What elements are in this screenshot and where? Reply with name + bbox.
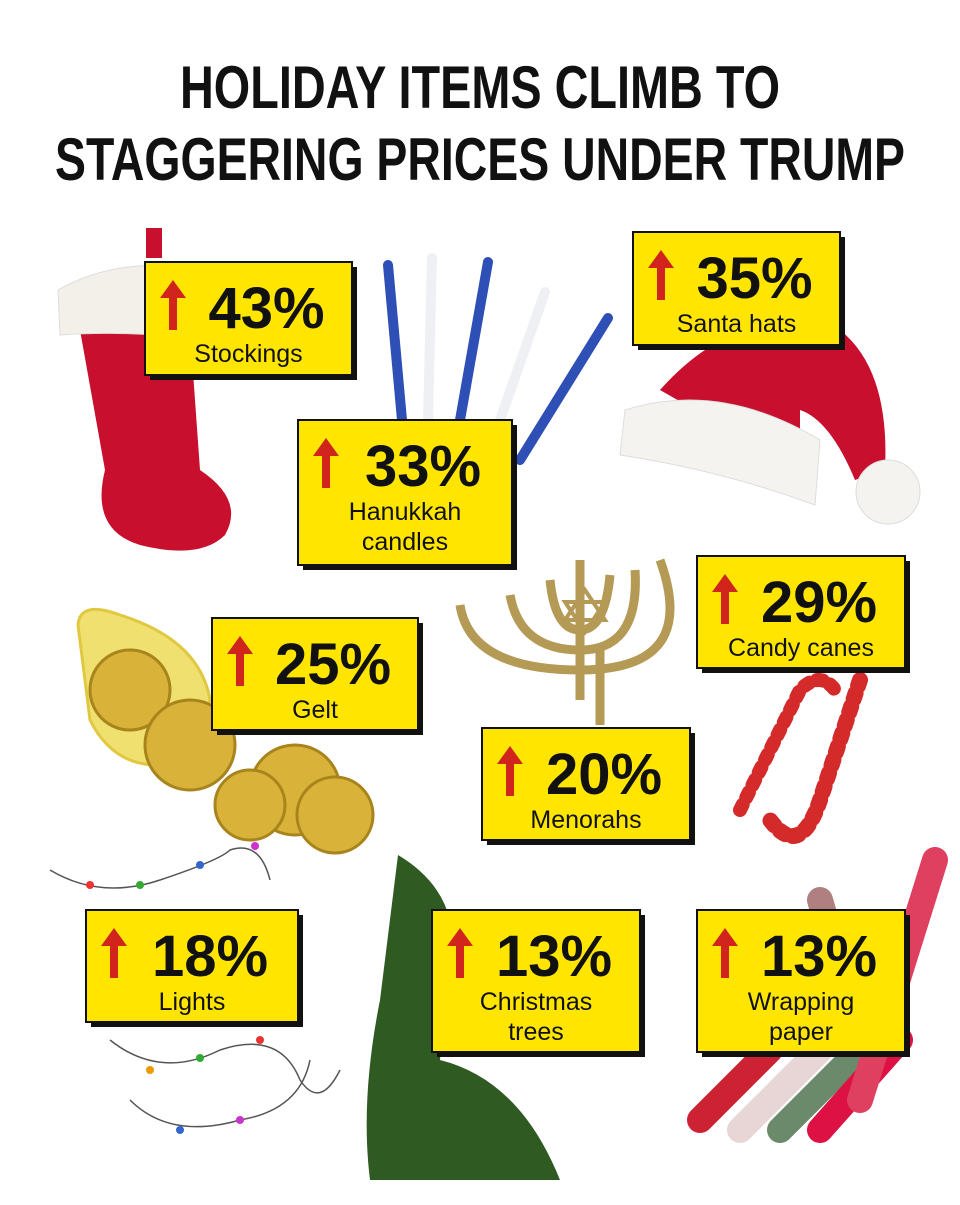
item-label: Lights <box>159 988 226 1016</box>
item-label: paper <box>769 1018 833 1046</box>
up-arrow <box>712 574 738 624</box>
item-label: trees <box>508 1018 564 1046</box>
item-label: Santa hats <box>677 310 797 338</box>
item-boxes: 43%Stockings 35%Santa hats 33%Hanukkahcand… <box>85 231 910 1057</box>
lights-image <box>49 842 341 1134</box>
item-card: 20%Menorahs <box>481 727 695 845</box>
card <box>211 617 419 731</box>
title-line: STAGGERING PRICES UNDER TRUMP <box>55 126 905 193</box>
candy-canes-image <box>733 672 868 844</box>
item-label: candles <box>362 528 448 556</box>
candles-image <box>383 253 613 465</box>
percent-change: 29% <box>761 570 877 635</box>
item-card: 18%Lights <box>85 909 303 1027</box>
card <box>481 727 691 841</box>
tree-image <box>366 855 560 1180</box>
up-arrow <box>101 928 127 978</box>
percent-change: 33% <box>365 434 481 499</box>
card <box>696 555 906 669</box>
item-card: 25%Gelt <box>211 617 423 735</box>
up-arrow <box>712 928 738 978</box>
item-label: Hanukkah <box>349 498 462 526</box>
title-line: HOLIDAY ITEMS CLIMB TO <box>180 54 780 121</box>
card <box>85 909 299 1023</box>
percent-change: 13% <box>496 924 612 989</box>
item-label: Menorahs <box>530 806 641 834</box>
item-card: 35%Santa hats <box>632 231 845 350</box>
up-arrow <box>497 746 523 796</box>
card <box>431 909 641 1053</box>
item-card: 29%Candy canes <box>696 555 910 673</box>
card <box>144 261 353 376</box>
percent-change: 25% <box>275 632 391 697</box>
up-arrow <box>447 928 473 978</box>
item-label: Wrapping <box>748 988 855 1016</box>
up-arrow <box>160 280 186 330</box>
percent-change: 20% <box>546 742 662 807</box>
item-label: Stockings <box>194 340 302 368</box>
card <box>632 231 841 346</box>
up-arrow <box>227 636 253 686</box>
card <box>696 909 906 1053</box>
item-label: Christmas <box>480 988 593 1016</box>
item-label: Gelt <box>292 696 338 724</box>
percent-change: 13% <box>761 924 877 989</box>
up-arrow <box>313 438 339 488</box>
up-arrow <box>648 250 674 300</box>
percent-change: 35% <box>696 246 812 311</box>
item-label: Candy canes <box>728 634 874 662</box>
percent-change: 43% <box>208 276 324 341</box>
santa-hat-image <box>619 322 921 525</box>
percent-change: 18% <box>152 924 268 989</box>
card <box>297 419 513 566</box>
menorah-image <box>455 558 675 725</box>
item-card: 43%Stockings <box>144 261 357 380</box>
